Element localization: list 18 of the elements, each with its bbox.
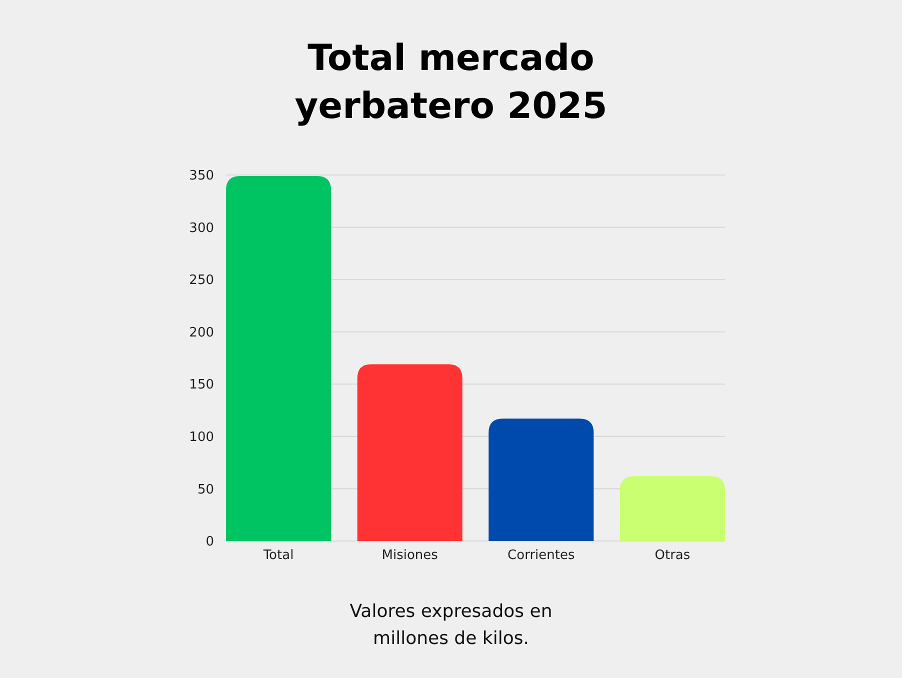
- text: Valores expresados en millones de kilos.: [350, 601, 552, 649]
- x-tick-label: Misiones: [382, 548, 438, 563]
- y-tick-label: 300: [189, 220, 214, 236]
- x-tick-label: Otras: [654, 548, 690, 563]
- y-tick-label: 350: [189, 168, 214, 184]
- x-tick-label: Corrientes: [508, 548, 575, 563]
- bar: [488, 418, 594, 541]
- bar: [357, 364, 462, 541]
- y-tick-label: 50: [197, 482, 214, 498]
- bar: [226, 176, 332, 541]
- y-tick-label: 200: [189, 325, 214, 340]
- y-tick-label: 150: [189, 378, 214, 393]
- chart-title: Total mercado yerbatero 2025: [294, 38, 608, 127]
- y-tick-label: 0: [206, 534, 214, 550]
- bar: [620, 476, 725, 541]
- y-tick-label: 100: [189, 430, 214, 445]
- x-tick-label: Total: [262, 548, 294, 563]
- y-tick-label: 250: [189, 273, 214, 288]
